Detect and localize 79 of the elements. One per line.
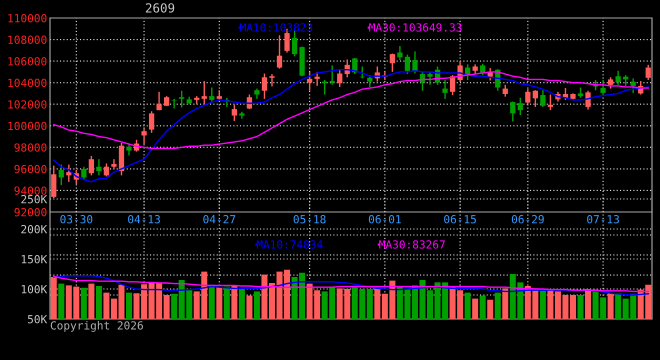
x-tick-label: 04-27: [203, 215, 236, 224]
candlestick: [646, 64, 651, 81]
candlestick: [202, 80, 207, 105]
candlestick: [148, 110, 154, 134]
x-tick-label: 07-13: [587, 215, 619, 224]
legend-label: MA30:83267: [379, 240, 445, 249]
legend-label: MA30:103649.33: [369, 23, 462, 32]
candlestick: [397, 45, 403, 61]
candlestick: [630, 78, 636, 94]
candlestick: [276, 34, 282, 70]
candlestick: [367, 74, 372, 88]
candlestick: [608, 76, 614, 90]
candlestick: [104, 162, 110, 178]
candlestick: [518, 97, 523, 116]
candlestick: [623, 74, 628, 87]
y-tick-label: 106000: [8, 57, 47, 66]
x-tick-label: 06-15: [444, 215, 476, 224]
candlestick: [412, 50, 418, 74]
candlestick: [88, 155, 94, 176]
x-tick-label: 05-18: [294, 215, 326, 224]
candlestick: [81, 166, 86, 180]
candlestick: [322, 79, 328, 96]
candlestick: [164, 95, 170, 107]
candlestick: [51, 164, 56, 199]
y-tick-label: 50K: [28, 315, 48, 324]
candlestick: [156, 91, 162, 111]
candlestick: [172, 98, 177, 110]
y-tick-label: 92000: [14, 208, 47, 216]
chart-title: 2609: [146, 3, 174, 13]
candlestick: [352, 57, 358, 75]
candlestick: [262, 72, 268, 100]
y-tick-label: 100K: [22, 285, 48, 294]
candlestick: [66, 164, 72, 183]
x-tick-label: 06-29: [512, 215, 544, 224]
y-tick-label: 102000: [8, 100, 47, 109]
candlestick: [254, 88, 260, 100]
candlestick: [330, 64, 335, 86]
y-tick-label: 100000: [8, 122, 47, 130]
candlestick: [472, 64, 478, 74]
candlestick: [58, 164, 64, 186]
candlestick: [540, 90, 546, 108]
y-tick-label: 104000: [8, 78, 47, 88]
y-tick-label: 110000: [8, 14, 47, 22]
y-tick-label: 250K: [21, 195, 48, 204]
candlestick: [216, 90, 222, 101]
y-tick-label: 150K: [22, 255, 48, 264]
candlestick: [616, 70, 621, 86]
x-tick-label: 04-13: [128, 215, 160, 224]
candlestick: [510, 100, 516, 122]
y-tick-label: 94000: [14, 186, 47, 195]
candlestick: [232, 104, 237, 122]
y-tick-label: 96000: [14, 164, 47, 174]
candlestick: [404, 54, 410, 75]
candlestick: [532, 90, 538, 108]
candlestick: [390, 52, 396, 73]
y-tick-label: 98000: [14, 143, 47, 152]
candlestick: [360, 66, 365, 80]
x-tick-label: 03-30: [60, 215, 92, 224]
candlestick: [465, 64, 470, 81]
line-series: [53, 275, 649, 296]
candlestick: [179, 90, 184, 108]
legend-label: MA10:74834: [256, 240, 323, 249]
candlestick: [96, 158, 102, 176]
x-tick-label: 06-01: [368, 215, 401, 224]
y-tick-label: 200K: [21, 225, 48, 234]
candlestick: [209, 86, 214, 104]
candlestick: [480, 63, 486, 76]
candlestick: [502, 84, 508, 98]
line-series: [53, 276, 649, 292]
candlestick: [314, 71, 320, 87]
candlestick: [600, 79, 606, 96]
candlestick: [269, 73, 275, 88]
candlestick: [141, 128, 147, 145]
y-tick-label: 108000: [8, 36, 47, 44]
candlestick: [337, 69, 342, 88]
candlestick: [525, 88, 530, 105]
text: Copyright 2026: [50, 321, 143, 332]
candlestick: [442, 79, 448, 100]
legend-label: MA10:103823: [240, 23, 312, 32]
